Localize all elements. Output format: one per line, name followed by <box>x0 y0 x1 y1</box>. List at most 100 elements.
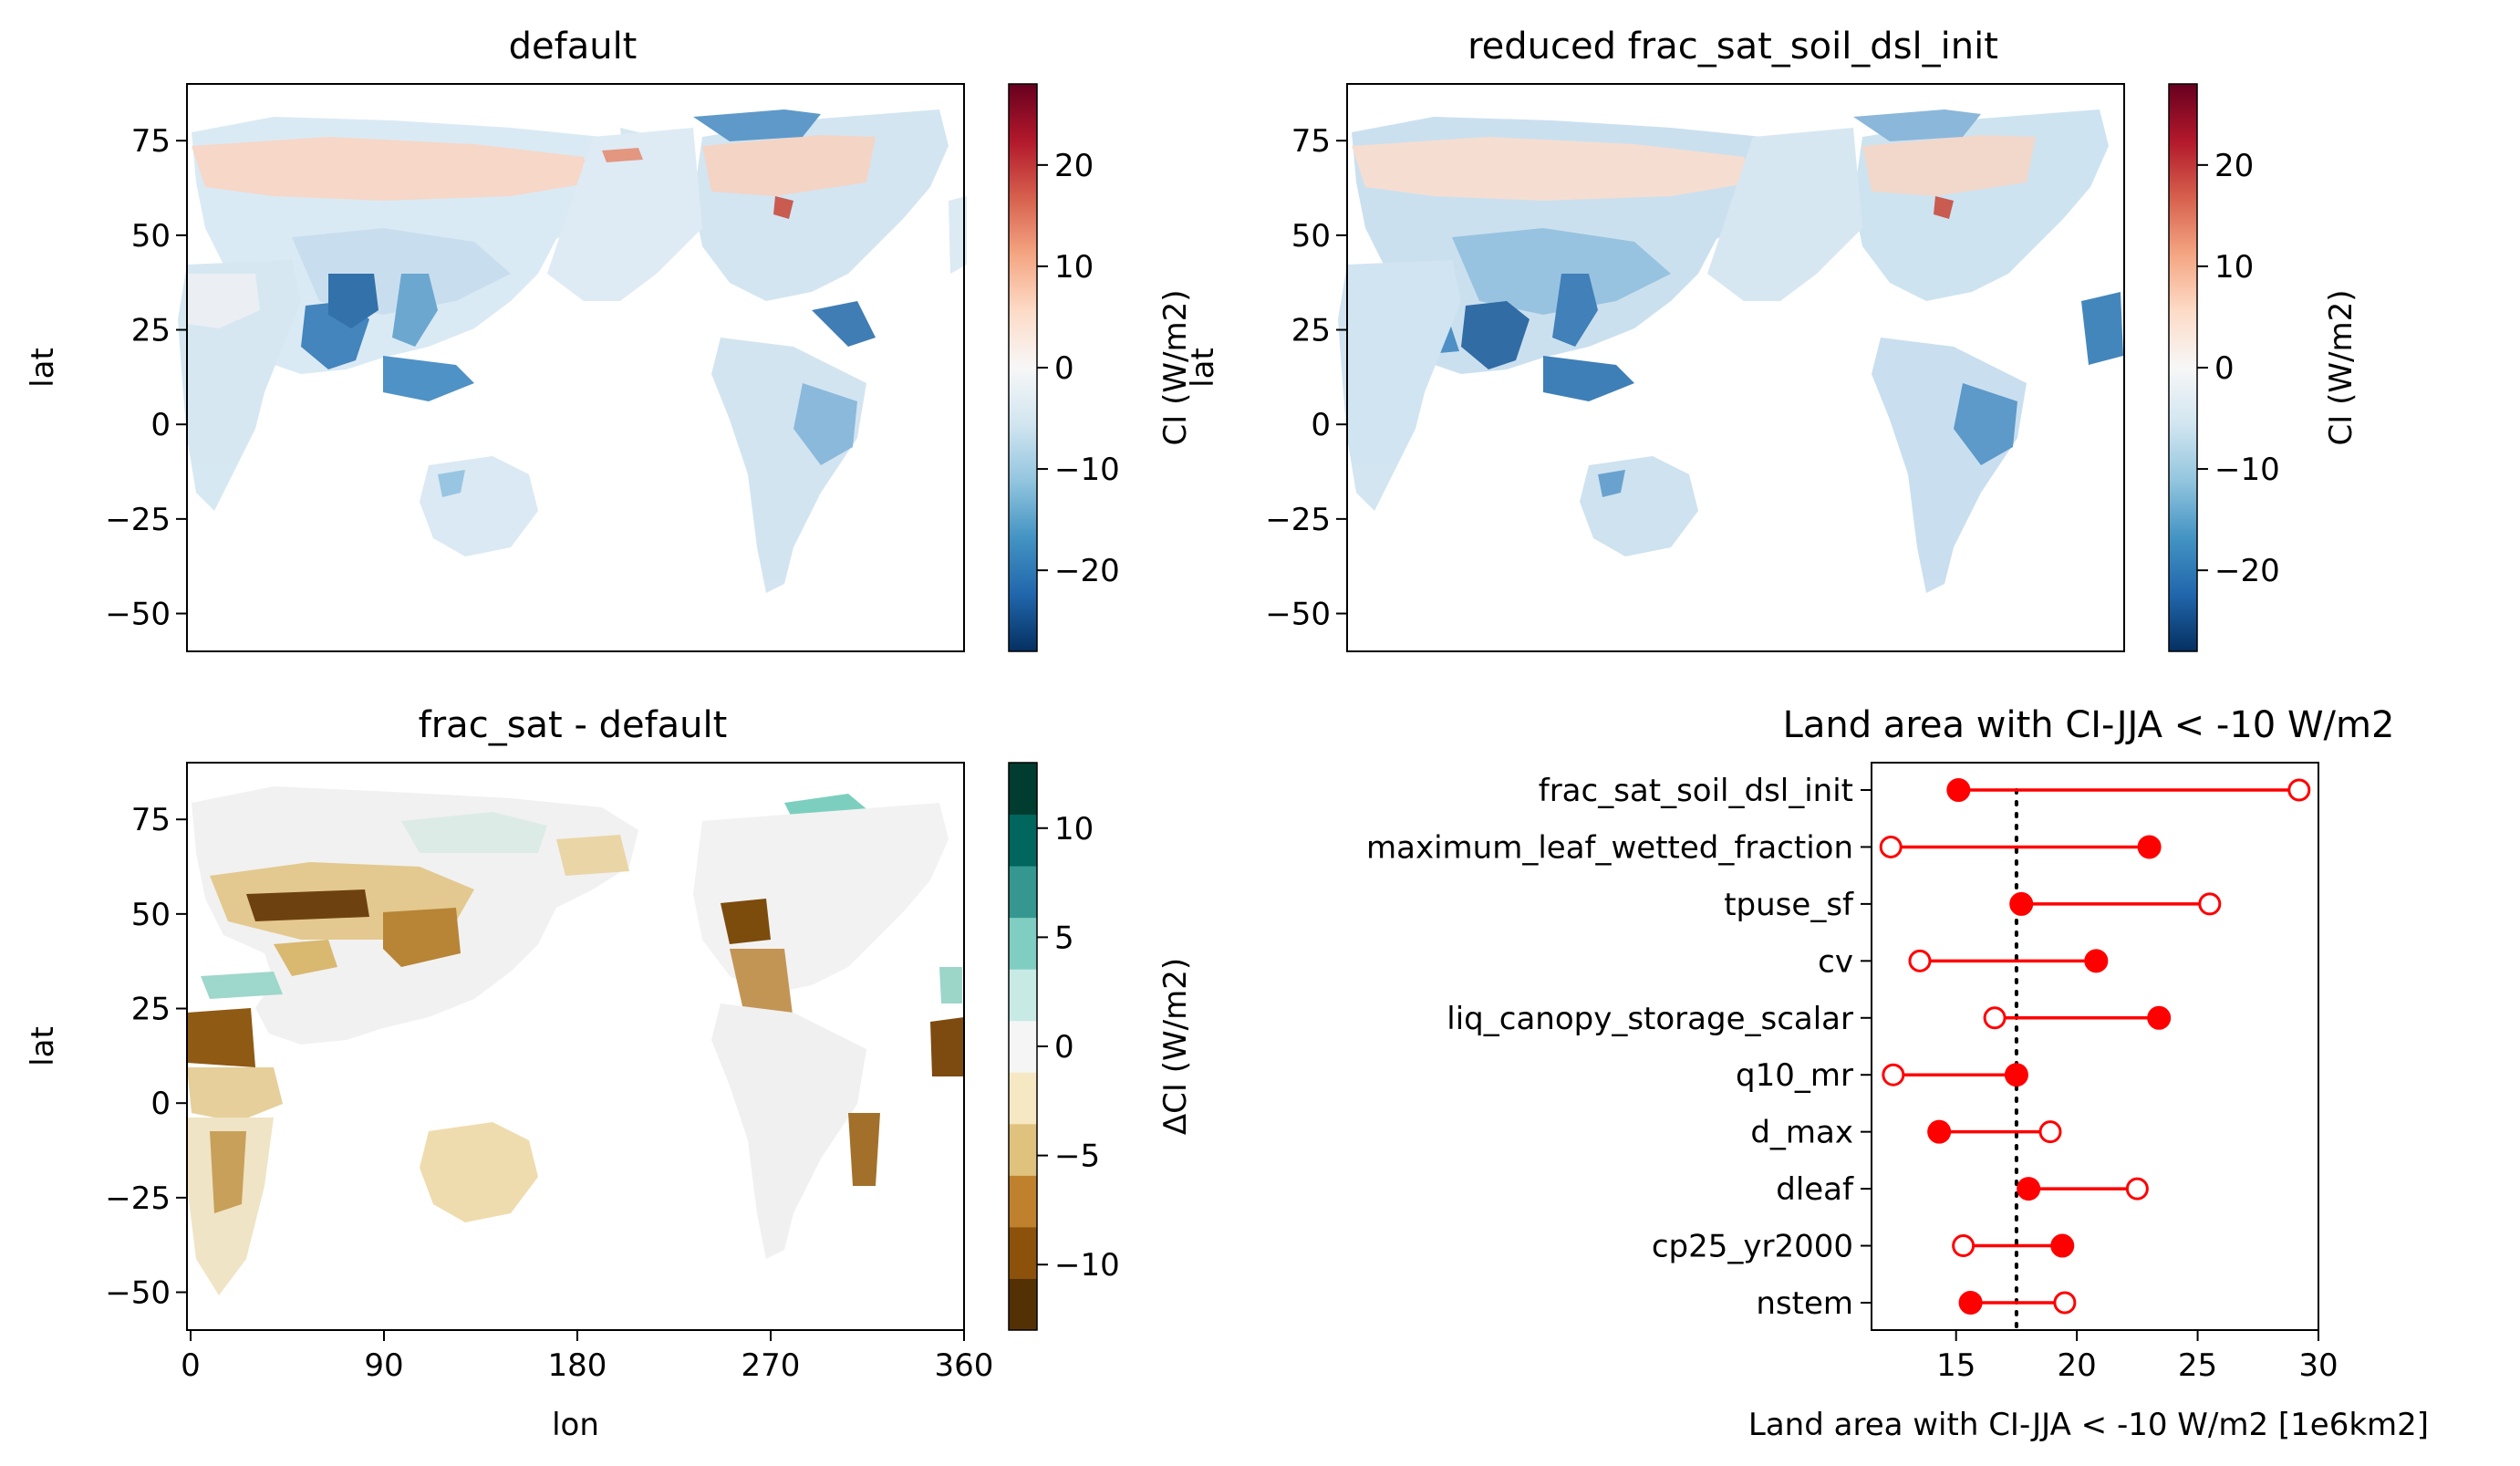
map-difference-land <box>187 786 964 1295</box>
colorbar-dci: 10 5 0 −5 −10 ΔCI (W/m2) <box>1008 762 1194 1331</box>
lat-tick-label: 75 <box>1291 123 1331 160</box>
lat-tick-label: 25 <box>131 313 171 349</box>
axes-frame-difference <box>186 762 965 1331</box>
panel-title-reduced: reduced frac_sat_soil_dsl_init <box>1467 26 1998 68</box>
map-reduced-land <box>1338 109 2123 593</box>
ylabel-difference: lat <box>25 1026 61 1066</box>
lon-tick-label: 180 <box>548 1347 607 1384</box>
lat-ticks-default: 75 50 25 0 −25 −50 <box>105 123 187 633</box>
colorbar-dci-level <box>1009 1123 1037 1176</box>
colorbar-tick-label: −5 <box>1054 1138 1100 1175</box>
lat-tick-label: 25 <box>1291 313 1331 349</box>
colorbar-dci-levels <box>1009 763 1037 1331</box>
lon-ticks-difference: 0 90 180 270 360 <box>181 1330 993 1384</box>
map-panel-reduced: reduced frac_sat_soil_dsl_init 75 50 25 0 −2… <box>1185 26 2125 652</box>
filled-marker <box>1958 1291 1983 1315</box>
filled-marker <box>2147 1005 2172 1030</box>
filled-marker <box>1946 778 1971 802</box>
filled-marker <box>1927 1119 1952 1144</box>
filled-marker <box>2017 1177 2041 1201</box>
colorbar-dci-level <box>1009 969 1037 1022</box>
colorbar-ci-right-gradient <box>2168 83 2198 652</box>
lat-tick-label: −50 <box>105 597 171 633</box>
lat-tick-label: −50 <box>1265 597 1331 633</box>
y-tick-label: q10_mr <box>1736 1057 1853 1094</box>
colorbar-dci-label: ΔCI (W/m2) <box>1157 958 1194 1135</box>
filled-marker <box>2009 891 2034 916</box>
x-tick-label: 15 <box>1936 1347 1976 1384</box>
colorbar-tick-label: 10 <box>2214 249 2254 286</box>
open-marker <box>2038 1120 2062 1144</box>
y-tick-label: cv <box>1818 943 1853 980</box>
y-tick-label: dleaf <box>1776 1171 1854 1208</box>
colorbar-tick-label: −20 <box>2214 553 2280 589</box>
panel-title-default: default <box>509 26 638 68</box>
lat-tick-label: 0 <box>1311 407 1331 443</box>
filled-marker <box>2050 1233 2075 1258</box>
map-default-land <box>178 109 967 593</box>
open-marker <box>2125 1177 2149 1201</box>
axes-frame-default <box>186 83 965 652</box>
lat-tick-label: 0 <box>150 1086 171 1122</box>
x-tick-label: 20 <box>2058 1347 2097 1384</box>
colorbar-dci-level <box>1009 1226 1037 1279</box>
y-tick-label: cp25_yr2000 <box>1652 1229 1853 1265</box>
colorbar-tick-label: −20 <box>1054 553 1120 589</box>
lat-tick-label: 50 <box>131 218 171 255</box>
lat-tick-label: −25 <box>105 1180 171 1217</box>
colorbar-tick-label: 0 <box>2214 350 2235 387</box>
chart-xlabel: Land area with CI-JJA < -10 W/m2 [1e6km2… <box>1748 1407 2429 1443</box>
open-marker <box>1879 835 1903 858</box>
colorbar-tick-label: 20 <box>2214 148 2254 184</box>
colorbar-tick-label: 0 <box>1054 350 1074 387</box>
chart-marks: 15 20 25 30 frac_sat_soil_dsl_init maximum_le… <box>1366 773 2339 1384</box>
open-marker <box>2287 778 2311 802</box>
open-marker <box>2053 1291 2077 1315</box>
panel-title-difference: frac_sat - default <box>419 704 728 746</box>
lat-tick-label: 50 <box>1291 218 1331 255</box>
lat-tick-label: −25 <box>105 502 171 538</box>
lat-tick-label: −25 <box>1265 502 1331 538</box>
open-marker <box>1908 949 1932 972</box>
map-panel-default: default <box>25 26 967 652</box>
colorbar-ci-left-ticks: 20 10 0 −10 −20 <box>1037 148 1120 589</box>
colorbar-dci-level <box>1009 866 1037 919</box>
colorbar-tick-label: 20 <box>1054 148 1094 184</box>
lon-tick-label: 270 <box>741 1347 801 1384</box>
ylabel-reduced: lat <box>1185 348 1221 388</box>
colorbar-dci-level <box>1009 814 1037 867</box>
colorbar-ci-right-label: CI (W/m2) <box>2323 290 2359 446</box>
axes-frame-reduced <box>1346 83 2125 652</box>
colorbar-ci-left-label: CI (W/m2) <box>1157 290 1194 446</box>
open-marker <box>1983 1006 2007 1030</box>
x-tick-label: 25 <box>2178 1347 2217 1384</box>
ylabel-default: lat <box>25 348 61 388</box>
chart-title: Land area with CI-JJA < -10 W/m2 <box>1783 704 2395 746</box>
lat-tick-label: 75 <box>131 123 171 160</box>
colorbar-ci-left-gradient <box>1008 83 1038 652</box>
open-marker <box>2198 892 2222 916</box>
colorbar-tick-label: 0 <box>1054 1029 1074 1066</box>
colorbar-ci-right-ticks: 20 10 0 −10 −20 <box>2197 148 2280 589</box>
lat-tick-label: 50 <box>131 897 171 933</box>
y-tick-label: liq_canopy_storage_scalar <box>1447 1001 1853 1037</box>
colorbar-ci-left: 20 10 0 −10 −20 CI (W/m2) <box>1008 83 1194 652</box>
lat-tick-label: 0 <box>150 407 171 443</box>
colorbar-tick-label: 5 <box>1054 920 1074 956</box>
y-tick-label: frac_sat_soil_dsl_init <box>1539 773 1853 809</box>
map-panel-difference: frac_sat - default 75 50 25 0 −25 −50 <box>25 704 993 1443</box>
open-marker <box>1952 1234 1976 1258</box>
colorbar-tick-label: −10 <box>1054 1247 1120 1284</box>
colorbar-dci-ticks: 10 5 0 −5 −10 <box>1037 811 1120 1284</box>
lat-ticks-difference: 75 50 25 0 −25 −50 <box>105 802 187 1312</box>
colorbar-tick-label: 10 <box>1054 249 1094 286</box>
colorbar-dci-level <box>1009 1020 1037 1073</box>
colorbar-dci-level <box>1009 917 1037 970</box>
xlabel-difference: lon <box>552 1407 599 1443</box>
lon-tick-label: 90 <box>364 1347 403 1384</box>
chart-frame <box>1871 762 2319 1331</box>
colorbar-tick-label: −10 <box>2214 452 2280 488</box>
y-tick-label: maximum_leaf_wetted_fraction <box>1366 829 1853 866</box>
x-tick-label: 30 <box>2298 1347 2338 1384</box>
lat-tick-label: −50 <box>105 1275 171 1312</box>
